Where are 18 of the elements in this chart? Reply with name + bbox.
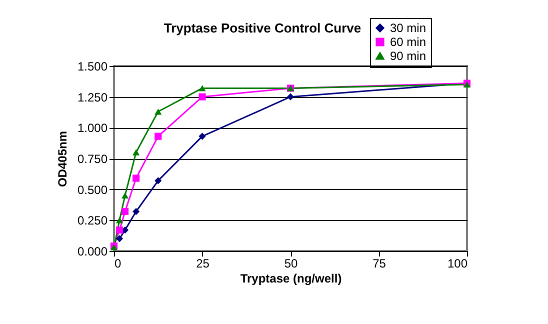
y-tick-label: 1.250 — [77, 90, 108, 104]
legend-label: 30 min — [390, 21, 426, 35]
y-tick-label: 1.000 — [77, 121, 108, 136]
x-tick-label: 25 — [196, 256, 210, 270]
y-tick-label: 0.750 — [77, 152, 108, 166]
y-tick-label: 1.500 — [77, 60, 108, 74]
chart-title: Tryptase Positive Control Curve — [164, 20, 362, 36]
y-axis-title: OD405nm — [55, 130, 70, 188]
legend-label: 90 min — [390, 49, 426, 63]
x-tick-label: 50 — [284, 256, 298, 270]
x-tick-label: 0 — [114, 256, 122, 270]
x-tick-label: 100 — [447, 256, 468, 270]
legend-label: 60 min — [390, 35, 426, 49]
y-tick-label: 0.250 — [77, 214, 108, 228]
x-axis-title: Tryptase (ng/well) — [240, 272, 342, 286]
x-tick-label: 75 — [372, 256, 386, 270]
y-tick-label: 0.500 — [77, 182, 108, 197]
y-tick-label: 0.000 — [77, 244, 108, 258]
